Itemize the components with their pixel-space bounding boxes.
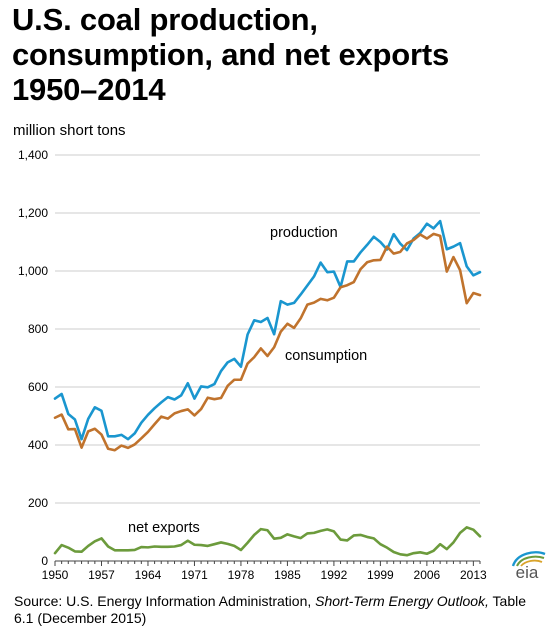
line-chart: 0 200 400 600 800 1,000 1,200 1,400 1950 1957 1964… [18, 148, 487, 582]
x-tick-label: 1992 [321, 568, 348, 582]
x-tick-label: 1978 [228, 568, 255, 582]
series-lines [53, 219, 482, 557]
x-tick-label: 1971 [181, 568, 208, 582]
source-note: Source: U.S. Energy Information Administ… [14, 593, 544, 627]
source-suffix: Table 6.1 (December 2015) [14, 593, 527, 626]
source-prefix: Source: U.S. Energy Information Administ… [14, 593, 316, 609]
y-tick-label: 1,400 [18, 148, 48, 162]
axes: 0 200 400 600 800 1,000 1,200 1,400 1950 1957 1964… [18, 148, 487, 582]
y-tick-label: 1,200 [18, 206, 48, 220]
series-line-consumption [53, 232, 482, 452]
eia-logo-text: eia [516, 563, 539, 582]
y-tick-label: 800 [28, 322, 48, 336]
x-tick-label: 1964 [135, 568, 162, 582]
y-tick-label: 200 [28, 496, 48, 510]
x-tick-label: 1957 [88, 568, 115, 582]
source-publication: Short-Term Energy Outlook, [315, 593, 489, 609]
x-tick-label: 1999 [367, 568, 394, 582]
y-tick-label: 0 [41, 554, 48, 568]
chart-title-line-1: U.S. coal production, [12, 2, 318, 37]
y-tick-label: 600 [28, 380, 48, 394]
series-label-production: production [270, 225, 338, 241]
series-label-net-exports: net exports [128, 520, 200, 536]
x-tick-label: 1950 [42, 568, 69, 582]
series-labels: production consumption net exports [128, 225, 367, 536]
eia-logo-arc-gold [520, 559, 543, 567]
y-tick-label: 1,000 [18, 264, 48, 278]
x-tick-label: 2013 [460, 568, 487, 582]
y-tick-label: 400 [28, 438, 48, 452]
x-tick-label: 1985 [274, 568, 301, 582]
y-axis-unit-label: million short tons [13, 122, 126, 139]
series-line-net-exports [53, 526, 482, 557]
chart-title-line-3: 1950–2014 [12, 72, 166, 107]
x-tick-label: 2006 [414, 568, 441, 582]
series-line-production [53, 219, 482, 441]
eia-logo-arc-blue [511, 551, 546, 567]
chart-title: U.S. coal production, consumption, and n… [12, 2, 542, 107]
gridlines [55, 154, 480, 504]
chart-title-line-2: consumption, and net exports [12, 37, 450, 72]
eia-logo: eia [511, 551, 546, 582]
eia-logo-arc-green [516, 555, 545, 567]
series-label-consumption: consumption [285, 348, 367, 364]
